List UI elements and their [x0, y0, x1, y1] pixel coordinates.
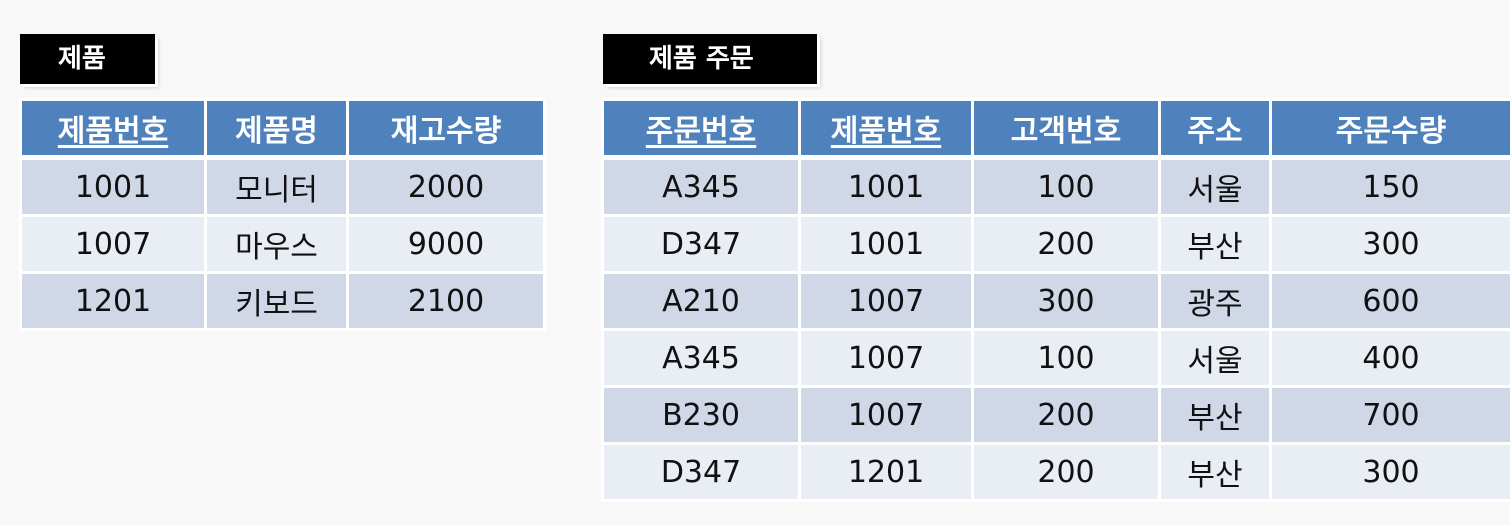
column-header-label: 제품번호 — [830, 114, 942, 149]
table-row: A345 1007 100 서울 400 — [601, 328, 1510, 388]
table-cell: 2000 — [346, 156, 546, 217]
table-cell: 300 — [1269, 442, 1510, 502]
table-cell: D347 — [601, 442, 801, 502]
table-cell: 9000 — [346, 214, 546, 274]
table-row: D347 1201 200 부산 300 — [601, 442, 1510, 502]
table-cell: 부산 — [1158, 214, 1272, 274]
table-cell: 1001 — [798, 156, 974, 217]
table-cell: B230 — [601, 385, 801, 445]
table-row: 1201 키보드 2100 — [19, 271, 546, 331]
table-cell: 키보드 — [204, 271, 349, 331]
column-header: 주문수량 — [1269, 98, 1510, 160]
table-row: 1007 마우스 9000 — [19, 214, 546, 274]
table-cell: 부산 — [1158, 385, 1272, 445]
table-cell: 서울 — [1158, 156, 1272, 217]
column-header-label: 주문번호 — [645, 114, 757, 149]
table-cell: 1201 — [798, 442, 974, 502]
product-table-title: 제품 — [20, 34, 155, 84]
table-cell: 200 — [971, 214, 1161, 274]
table-cell: 300 — [1269, 214, 1510, 274]
table-cell: 400 — [1269, 328, 1510, 388]
table-cell: 200 — [971, 385, 1161, 445]
table-cell: 2100 — [346, 271, 546, 331]
table-cell: A345 — [601, 328, 801, 388]
table-row: A210 1007 300 광주 600 — [601, 271, 1510, 331]
column-header: 재고수량 — [346, 98, 546, 160]
column-header: 제품번호 — [798, 98, 974, 160]
table-cell: 1201 — [19, 271, 207, 331]
order-table: 주문번호 제품번호 고객번호 주소 주문수량 A345 1001 100 서울 … — [601, 98, 1510, 502]
table-cell: 200 — [971, 442, 1161, 502]
table-cell: 1007 — [798, 328, 974, 388]
table-row: D347 1001 200 부산 300 — [601, 214, 1510, 274]
column-header: 주소 — [1158, 98, 1272, 160]
table-cell: 100 — [971, 156, 1161, 217]
table-row: B230 1007 200 부산 700 — [601, 385, 1510, 445]
table-cell: 서울 — [1158, 328, 1272, 388]
table-cell: 1007 — [19, 214, 207, 274]
table-cell: 600 — [1269, 271, 1510, 331]
header-row: 주문번호 제품번호 고객번호 주소 주문수량 — [601, 98, 1510, 160]
table-row: A345 1001 100 서울 150 — [601, 156, 1510, 217]
column-header: 제품번호 — [19, 98, 207, 160]
column-header: 제품명 — [204, 98, 349, 160]
table-cell: 모니터 — [204, 156, 349, 217]
column-header: 고객번호 — [971, 98, 1161, 160]
table-cell: 700 — [1269, 385, 1510, 445]
order-table-title: 제품 주문 — [603, 34, 817, 84]
table-row: 1001 모니터 2000 — [19, 156, 546, 217]
table-cell: 1007 — [798, 385, 974, 445]
table-cell: 부산 — [1158, 442, 1272, 502]
product-table: 제품번호 제품명 재고수량 1001 모니터 2000 1007 마우스 900… — [19, 98, 546, 331]
column-header-label: 제품번호 — [57, 114, 169, 149]
table-cell: 100 — [971, 328, 1161, 388]
table-cell: 광주 — [1158, 271, 1272, 331]
table-cell: 1001 — [798, 214, 974, 274]
column-header: 주문번호 — [601, 98, 801, 160]
header-row: 제품번호 제품명 재고수량 — [19, 98, 546, 160]
table-cell: A345 — [601, 156, 801, 217]
table-cell: 1001 — [19, 156, 207, 217]
table-cell: 150 — [1269, 156, 1510, 217]
table-cell: 300 — [971, 271, 1161, 331]
table-cell: 1007 — [798, 271, 974, 331]
table-cell: A210 — [601, 271, 801, 331]
table-cell: D347 — [601, 214, 801, 274]
table-cell: 마우스 — [204, 214, 349, 274]
